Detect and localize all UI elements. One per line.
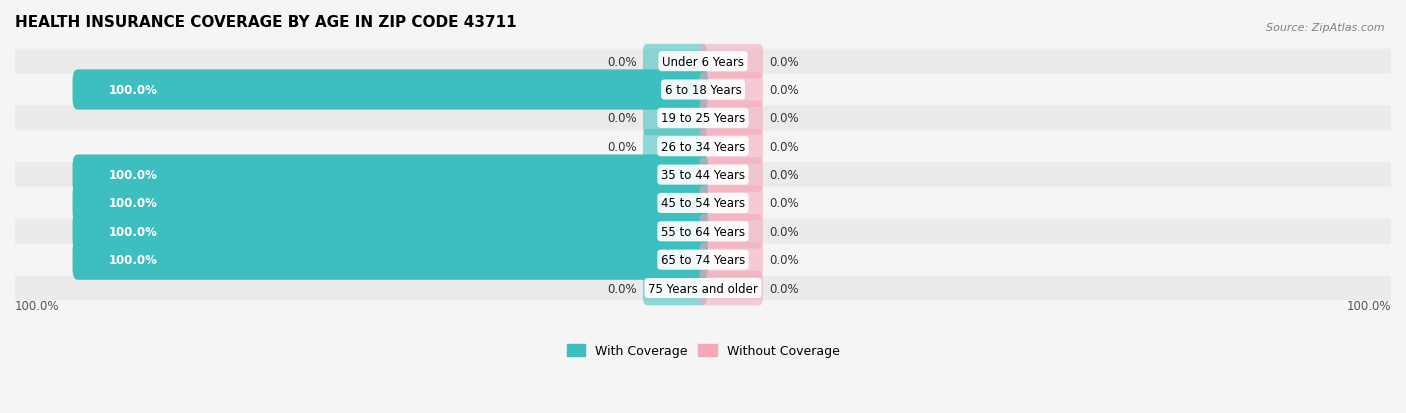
Text: 100.0%: 100.0%	[108, 197, 157, 210]
Text: 45 to 54 Years: 45 to 54 Years	[661, 197, 745, 210]
Text: 65 to 74 Years: 65 to 74 Years	[661, 254, 745, 266]
FancyBboxPatch shape	[15, 191, 1391, 216]
FancyBboxPatch shape	[699, 214, 763, 249]
FancyBboxPatch shape	[643, 271, 707, 306]
FancyBboxPatch shape	[699, 158, 763, 192]
FancyBboxPatch shape	[699, 186, 763, 221]
Text: 0.0%: 0.0%	[769, 112, 799, 125]
Text: 26 to 34 Years: 26 to 34 Years	[661, 140, 745, 153]
Text: 100.0%: 100.0%	[15, 299, 59, 312]
Text: 0.0%: 0.0%	[769, 225, 799, 238]
FancyBboxPatch shape	[15, 163, 1391, 188]
Text: 0.0%: 0.0%	[769, 169, 799, 182]
FancyBboxPatch shape	[73, 155, 709, 195]
FancyBboxPatch shape	[699, 101, 763, 136]
FancyBboxPatch shape	[699, 130, 763, 164]
Text: 0.0%: 0.0%	[607, 282, 637, 295]
FancyBboxPatch shape	[15, 219, 1391, 244]
FancyBboxPatch shape	[73, 240, 709, 280]
Text: 6 to 18 Years: 6 to 18 Years	[665, 84, 741, 97]
Text: 0.0%: 0.0%	[769, 282, 799, 295]
Text: 100.0%: 100.0%	[108, 169, 157, 182]
FancyBboxPatch shape	[643, 101, 707, 136]
Text: 75 Years and older: 75 Years and older	[648, 282, 758, 295]
Legend: With Coverage, Without Coverage: With Coverage, Without Coverage	[561, 339, 845, 363]
Text: HEALTH INSURANCE COVERAGE BY AGE IN ZIP CODE 43711: HEALTH INSURANCE COVERAGE BY AGE IN ZIP …	[15, 15, 516, 30]
FancyBboxPatch shape	[15, 134, 1391, 159]
FancyBboxPatch shape	[73, 70, 709, 110]
FancyBboxPatch shape	[699, 45, 763, 79]
Text: 35 to 44 Years: 35 to 44 Years	[661, 169, 745, 182]
Text: 0.0%: 0.0%	[769, 140, 799, 153]
FancyBboxPatch shape	[15, 106, 1391, 131]
FancyBboxPatch shape	[643, 45, 707, 79]
Text: 19 to 25 Years: 19 to 25 Years	[661, 112, 745, 125]
FancyBboxPatch shape	[15, 50, 1391, 74]
Text: 0.0%: 0.0%	[607, 140, 637, 153]
FancyBboxPatch shape	[73, 183, 709, 223]
Text: 55 to 64 Years: 55 to 64 Years	[661, 225, 745, 238]
Text: 100.0%: 100.0%	[1347, 299, 1391, 312]
Text: 100.0%: 100.0%	[108, 225, 157, 238]
FancyBboxPatch shape	[73, 211, 709, 252]
Text: 100.0%: 100.0%	[108, 254, 157, 266]
Text: Source: ZipAtlas.com: Source: ZipAtlas.com	[1267, 23, 1385, 33]
Text: Under 6 Years: Under 6 Years	[662, 55, 744, 69]
Text: 100.0%: 100.0%	[108, 84, 157, 97]
FancyBboxPatch shape	[15, 276, 1391, 301]
FancyBboxPatch shape	[699, 243, 763, 277]
FancyBboxPatch shape	[15, 247, 1391, 273]
Text: 0.0%: 0.0%	[769, 254, 799, 266]
Text: 0.0%: 0.0%	[607, 112, 637, 125]
FancyBboxPatch shape	[643, 130, 707, 164]
Text: 0.0%: 0.0%	[607, 55, 637, 69]
Text: 0.0%: 0.0%	[769, 84, 799, 97]
Text: 0.0%: 0.0%	[769, 55, 799, 69]
FancyBboxPatch shape	[15, 78, 1391, 103]
FancyBboxPatch shape	[699, 73, 763, 107]
Text: 0.0%: 0.0%	[769, 197, 799, 210]
FancyBboxPatch shape	[699, 271, 763, 306]
